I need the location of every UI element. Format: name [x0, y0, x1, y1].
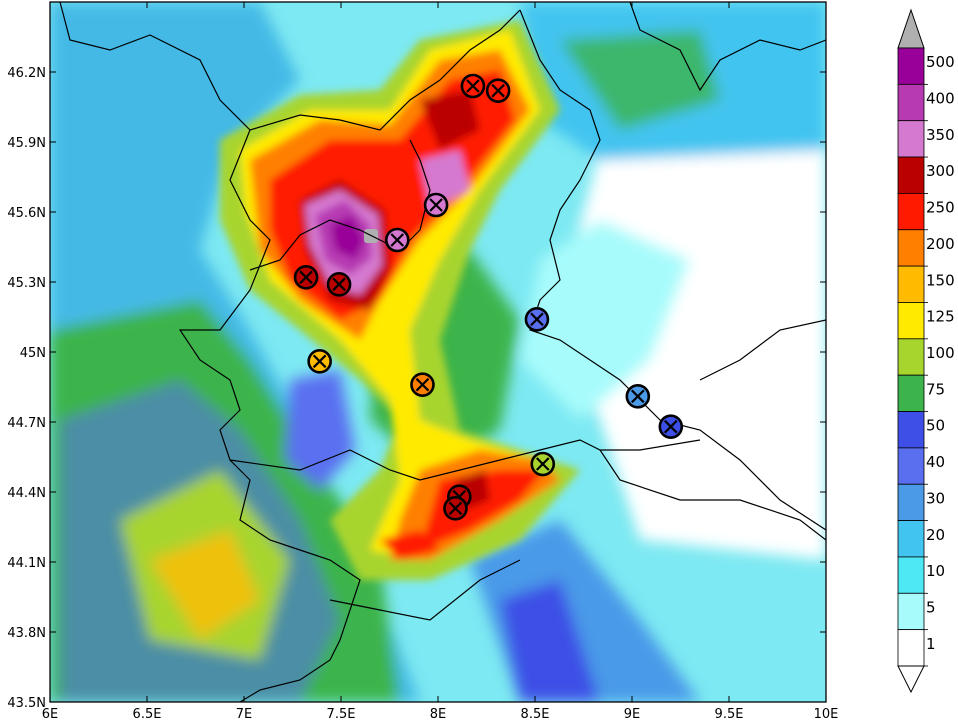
x-tick-label: 8E [430, 707, 447, 721]
station-marker [293, 265, 319, 290]
rainfall-field [50, 2, 826, 702]
station-marker [625, 384, 651, 409]
y-tick-label: 45N [20, 346, 46, 361]
x-tick-label: 9.5E [715, 707, 744, 721]
colorbar-swatch [897, 47, 925, 85]
station-marker [460, 73, 486, 99]
colorbar-swatch [897, 520, 925, 558]
colorbar-label: 1 [926, 635, 936, 653]
colorbar: 500 400 350 300 250 200 150 125 100 75 50 40 30 20 10 5… [897, 8, 955, 694]
station-marker [658, 414, 684, 439]
colorbar-label: 100 [926, 344, 955, 362]
station-marker [384, 227, 410, 253]
x-tick-label: 6E [42, 707, 59, 721]
y-tick-label: 44.1N [7, 556, 46, 571]
colorbar-label: 150 [926, 271, 955, 289]
y-tick-label: 44.4N [7, 486, 46, 501]
colorbar-swatch [897, 592, 925, 631]
station-marker [485, 78, 511, 103]
colorbar-swatch [897, 411, 925, 449]
colorbar-swatch [897, 556, 925, 594]
colorbar-label: 300 [926, 162, 955, 180]
colorbar-swatch [897, 447, 925, 485]
colorbar-label: 200 [926, 235, 955, 253]
axis-ticks: 6E 6.5E 7E 7.5E 8E 8.5E 9E 9.5E 10E 46.2N 45.9N 45.… [7, 2, 838, 721]
colorbar-swatch [897, 265, 925, 303]
colorbar-swatch [897, 156, 925, 194]
y-tick-label: 45.9N [7, 136, 46, 151]
colorbar-label: 125 [926, 308, 955, 326]
y-tick-label: 43.5N [7, 696, 46, 711]
x-tick-label: 7.5E [327, 707, 356, 721]
y-tick-label: 44.7N [7, 416, 46, 431]
colorbar-label: 30 [926, 489, 945, 507]
station-marker [326, 272, 352, 297]
colorbar-swatch [897, 193, 925, 231]
colorbar-label: 75 [926, 380, 945, 398]
colorbar-label: 350 [926, 126, 955, 144]
y-tick-label: 45.6N [7, 206, 46, 221]
colorbar-label: 5 [926, 598, 936, 616]
colorbar-label: 10 [926, 562, 945, 580]
colorbar-label: 250 [926, 199, 955, 217]
station-marker [443, 496, 468, 521]
y-tick-label: 43.8N [7, 626, 46, 641]
x-tick-label: 9E [624, 707, 641, 721]
colorbar-swatch [897, 229, 925, 267]
colorbar-label: 500 [926, 53, 955, 71]
x-tick-label: 7E [236, 707, 253, 721]
colorbar-swatch [897, 338, 925, 376]
station-marker [524, 307, 550, 332]
border-lines [59, 2, 826, 702]
colorbar-swatch [897, 483, 925, 521]
colorbar-label: 40 [926, 453, 945, 471]
station-markers [293, 73, 684, 521]
colorbar-label: 50 [926, 417, 945, 435]
x-tick-label: 10E [814, 707, 839, 721]
y-tick-label: 46.2N [7, 66, 46, 81]
colorbar-swatch [897, 374, 925, 412]
colorbar-swatch [897, 629, 925, 667]
colorbar-underflow-triangle [897, 665, 925, 694]
x-tick-label: 8.5E [521, 707, 550, 721]
station-marker [530, 451, 556, 477]
y-tick-label: 45.3N [7, 276, 46, 291]
colorbar-swatch [897, 83, 925, 122]
colorbar-swatch [897, 120, 925, 158]
station-marker [307, 349, 332, 374]
x-tick-label: 6.5E [133, 707, 162, 721]
colorbar-label: 400 [926, 90, 955, 108]
colorbar-label: 20 [926, 526, 945, 544]
station-marker [410, 372, 435, 397]
station-marker [423, 192, 449, 218]
colorbar-swatch [897, 302, 925, 340]
colorbar-overflow-triangle [897, 8, 925, 49]
